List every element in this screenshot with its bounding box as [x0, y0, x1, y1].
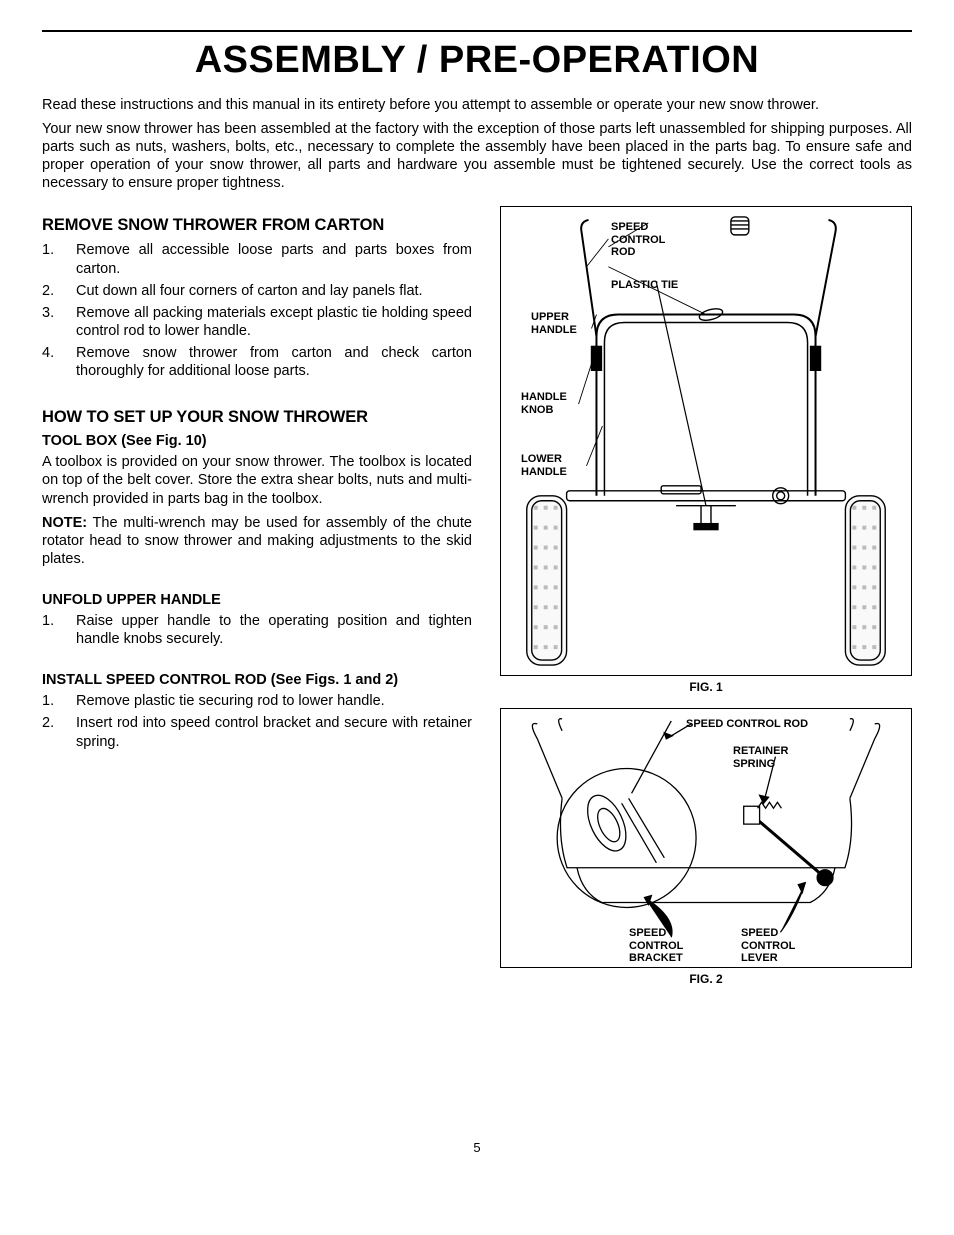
install-step: Insert rod into speed control bracket an…: [42, 714, 472, 750]
unfold-steps: Raise upper handle to the operating posi…: [42, 612, 472, 648]
fig1-label-plastic-tie: PLASTIC TIE: [611, 279, 678, 291]
intro-paragraph-1: Read these instructions and this manual …: [42, 96, 912, 114]
figure-1-diagram: [501, 207, 911, 675]
figure-1: SPEED CONTROL ROD PLASTIC TIE UPPER HAND…: [500, 206, 912, 676]
remove-steps: Remove all accessible loose parts and pa…: [42, 241, 472, 380]
remove-step: Cut down all four corners of carton and …: [42, 282, 472, 300]
page-title: ASSEMBLY / PRE-OPERATION: [42, 40, 912, 82]
setup-heading: HOW TO SET UP YOUR SNOW THROWER: [42, 408, 472, 427]
install-steps: Remove plastic tie securing rod to lower…: [42, 692, 472, 750]
intro-paragraph-2: Your new snow thrower has been assembled…: [42, 120, 912, 193]
fig2-caption: FIG. 2: [500, 972, 912, 986]
note-body: The multi-wrench may be used for assembl…: [42, 515, 472, 567]
figure-2-diagram: [501, 709, 911, 967]
remove-step: Remove all packing materials except plas…: [42, 304, 472, 340]
toolbox-heading: TOOL BOX (See Fig. 10): [42, 433, 472, 449]
install-heading: INSTALL SPEED CONTROL ROD (See Figs. 1 a…: [42, 672, 472, 688]
top-rule: [42, 30, 912, 32]
note-paragraph: NOTE: The multi-wrench may be used for a…: [42, 514, 472, 568]
fig2-label-speed-control-bracket: SPEED CONTROL BRACKET: [629, 927, 683, 963]
install-step: Remove plastic tie securing rod to lower…: [42, 692, 472, 710]
remove-heading: REMOVE SNOW THROWER FROM CARTON: [42, 216, 472, 235]
right-column: SPEED CONTROL ROD PLASTIC TIE UPPER HAND…: [500, 206, 912, 1000]
remove-step: Remove all accessible loose parts and pa…: [42, 241, 472, 277]
figure-2: SPEED CONTROL ROD RETAINER SPRING SPEED …: [500, 708, 912, 968]
fig1-label-upper-handle: UPPER HANDLE: [531, 311, 577, 335]
fig2-label-speed-control-rod: SPEED CONTROL ROD: [686, 718, 808, 730]
fig1-label-handle-knob: HANDLE KNOB: [521, 391, 567, 415]
left-column: REMOVE SNOW THROWER FROM CARTON Remove a…: [42, 206, 472, 1000]
fig1-label-lower-handle: LOWER HANDLE: [521, 453, 567, 477]
unfold-step: Raise upper handle to the operating posi…: [42, 612, 472, 648]
page-number: 5: [42, 1140, 912, 1155]
note-label: NOTE:: [42, 515, 87, 531]
fig1-label-speed-control-rod: SPEED CONTROL ROD: [611, 221, 665, 257]
fig2-label-speed-control-lever: SPEED CONTROL LEVER: [741, 927, 795, 963]
two-column-layout: REMOVE SNOW THROWER FROM CARTON Remove a…: [42, 206, 912, 1000]
toolbox-body: A toolbox is provided on your snow throw…: [42, 453, 472, 507]
unfold-heading: UNFOLD UPPER HANDLE: [42, 592, 472, 608]
fig1-caption: FIG. 1: [500, 680, 912, 694]
fig2-label-retainer-spring: RETAINER SPRING: [733, 745, 788, 769]
remove-step: Remove snow thrower from carton and chec…: [42, 344, 472, 380]
